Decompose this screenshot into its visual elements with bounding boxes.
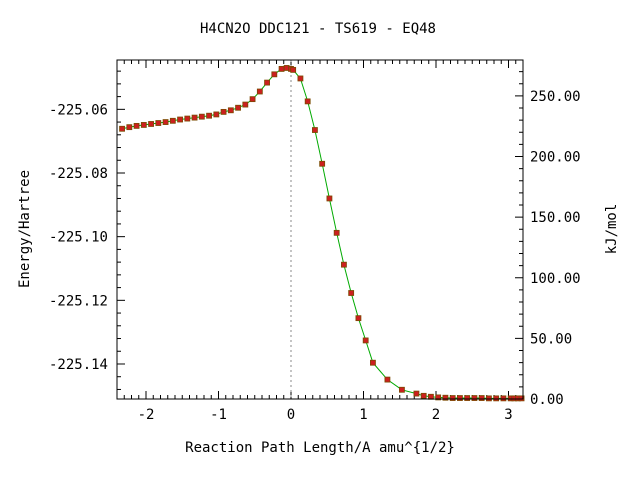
data-point: [213, 111, 220, 118]
data-point: [304, 98, 311, 105]
data-point: [148, 121, 154, 127]
y-tick-label: -225.14: [49, 357, 108, 373]
y-tick-label: -225.12: [49, 293, 108, 309]
data-point: [177, 116, 183, 123]
data-point: [435, 394, 442, 401]
y2-tick-label: 50.00: [530, 331, 572, 347]
data-point: [126, 124, 133, 131]
data-point: [235, 104, 241, 111]
data-point: [442, 394, 449, 401]
data-point: [319, 160, 326, 167]
data-point: [119, 125, 125, 132]
y2-tick-label: 200.00: [530, 150, 581, 166]
data-point: [370, 359, 376, 366]
data-point: [333, 229, 340, 236]
data-point: [500, 395, 507, 402]
data-point: [290, 66, 297, 73]
y2-tick-label: 150.00: [530, 210, 581, 226]
data-point: [256, 88, 263, 95]
data-point: [278, 66, 285, 72]
data-point: [478, 395, 485, 401]
x-tick-label: 1: [359, 407, 367, 423]
data-point: [264, 79, 270, 86]
y2-axis-label: kJ/mol: [604, 204, 620, 255]
data-point: [133, 122, 140, 129]
y-tick-label: -225.08: [49, 166, 108, 182]
y-tick-label: -225.10: [49, 230, 108, 246]
data-point: [184, 115, 191, 122]
data-point: [355, 315, 362, 322]
data-point: [449, 395, 456, 401]
data-point: [227, 107, 234, 114]
data-point: [348, 290, 355, 296]
data-point: [341, 261, 347, 268]
x-axis-label: Reaction Path Length/A amu^{1/2}: [185, 440, 455, 456]
x-tick-label: 2: [432, 407, 440, 423]
data-point: [249, 96, 256, 103]
data-point: [471, 395, 478, 401]
data-point: [362, 337, 369, 344]
data-point: [162, 119, 169, 125]
x-tick-label: -1: [210, 407, 227, 423]
data-point: [140, 122, 147, 128]
data-point: [242, 101, 249, 108]
data-point: [486, 395, 492, 402]
axis-ticks: -2 -1 0 1 2 3 -225.06 -225.08 -225.10 -225.12 -225…: [49, 60, 581, 423]
data-point: [220, 108, 227, 115]
data-point: [169, 117, 176, 124]
data-point: [206, 112, 212, 119]
data-point: [155, 120, 162, 126]
data-point: [297, 75, 304, 82]
data-point: [464, 395, 471, 401]
data-point: [518, 395, 525, 402]
data-point: [413, 390, 420, 397]
data-point: [271, 71, 278, 78]
y-tick-label: -225.06: [49, 102, 108, 118]
y2-tick-label: 0.00: [530, 392, 564, 408]
x-tick-label: -2: [138, 407, 155, 423]
x-tick-label: 3: [504, 407, 512, 423]
y2-tick-label: 250.00: [530, 89, 581, 105]
chart-title: H4CN2O DDC121 - TS619 - EQ48: [200, 21, 436, 37]
x-tick-label: 0: [287, 407, 295, 423]
data-point: [191, 114, 198, 121]
data-point: [312, 127, 318, 133]
data-point: [493, 395, 500, 402]
y-axis-label: Energy/Hartree: [17, 170, 33, 288]
data-point: [420, 392, 427, 399]
data-points: [119, 65, 525, 402]
data-point: [457, 395, 463, 401]
plot-frame: [116, 59, 524, 400]
data-point: [326, 195, 333, 202]
data-point: [384, 376, 391, 383]
y2-tick-label: 100.00: [530, 271, 581, 287]
data-point: [198, 113, 205, 120]
data-point: [399, 386, 405, 393]
